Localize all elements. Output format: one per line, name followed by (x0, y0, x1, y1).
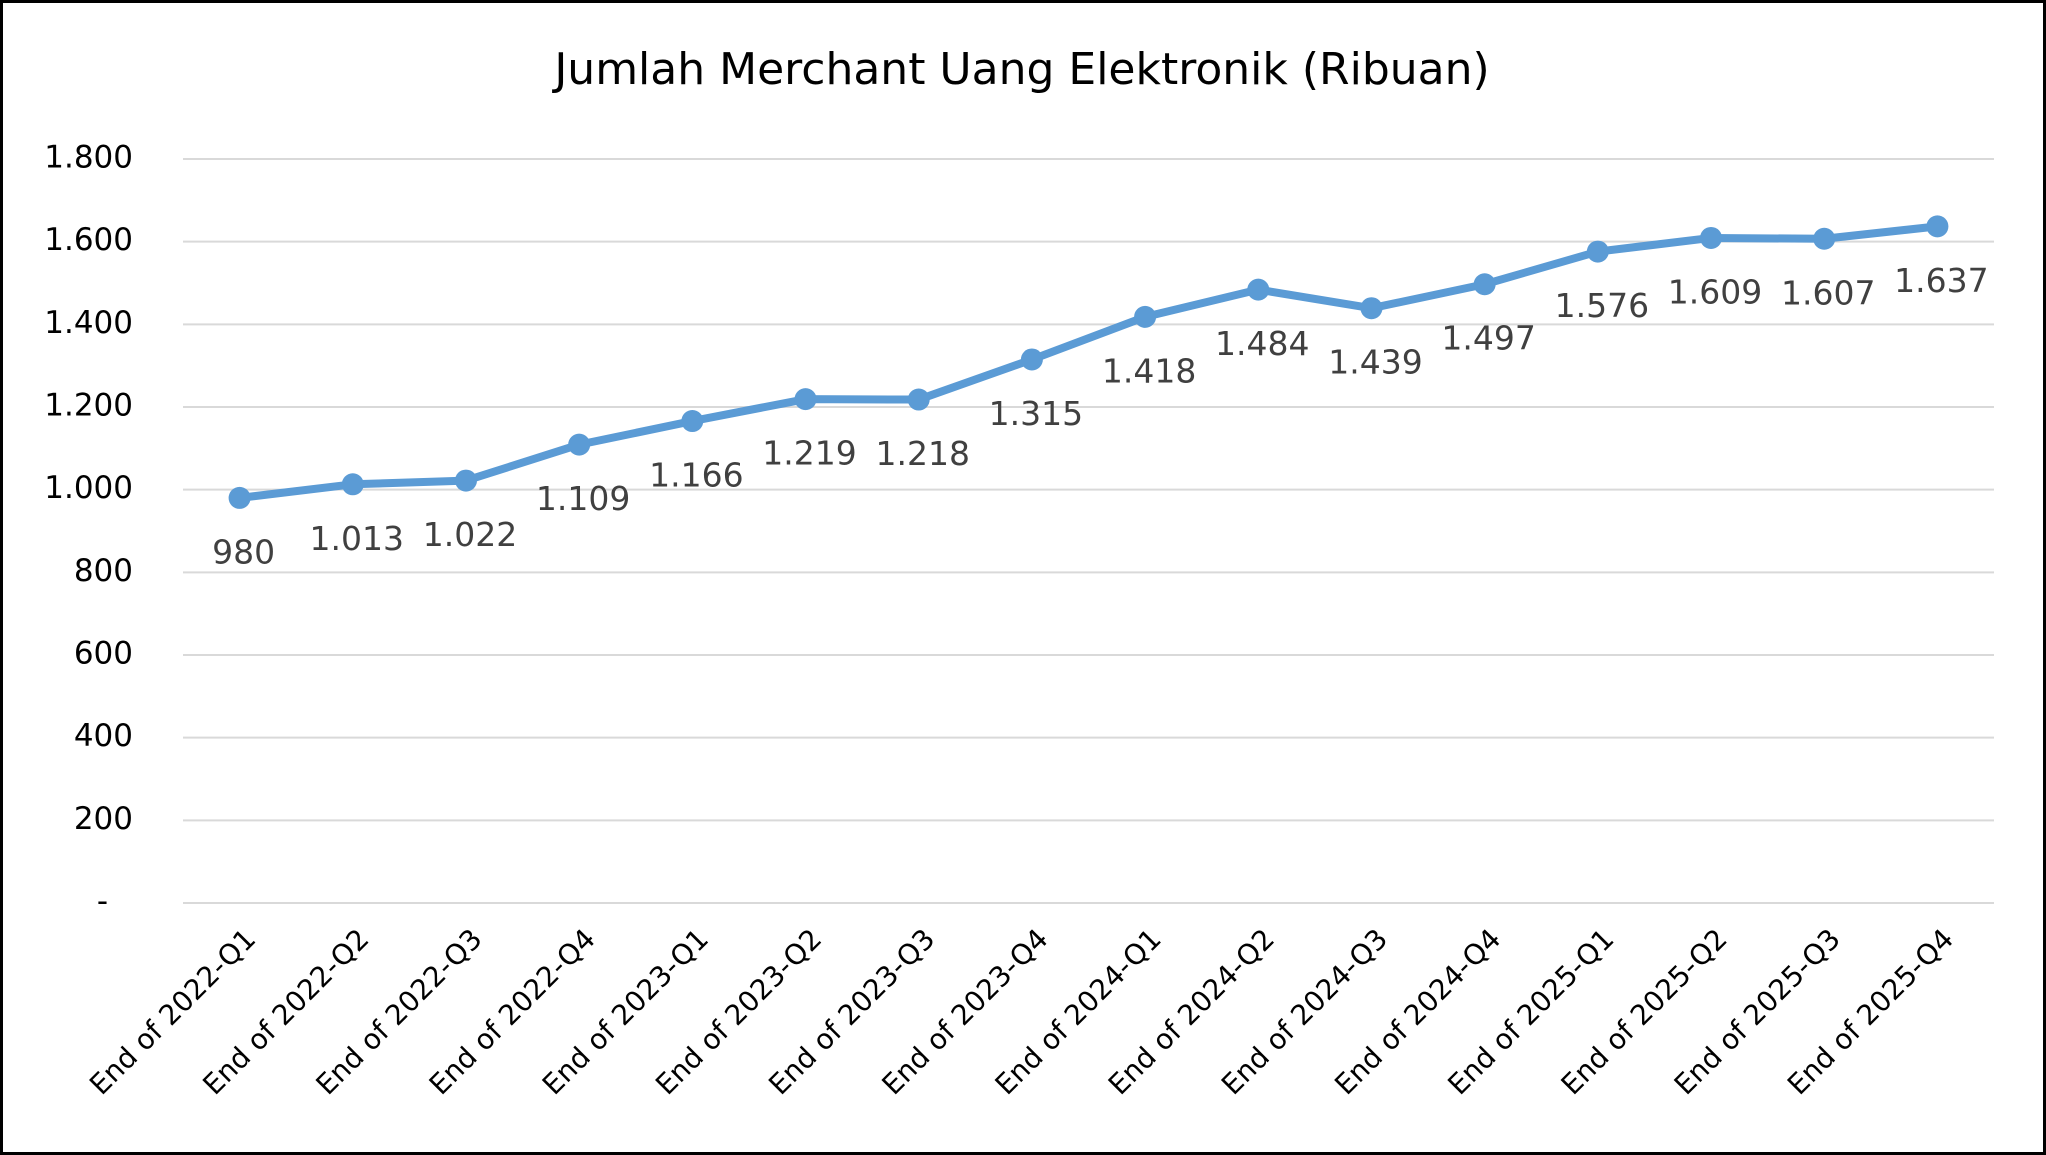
marker (341, 473, 364, 496)
value-label: 1.022 (423, 515, 517, 554)
marker (1586, 240, 1609, 263)
marker (794, 388, 817, 411)
value-label: 1.497 (1441, 319, 1535, 358)
value-label: 1.439 (1328, 343, 1422, 382)
value-label: 1.315 (989, 394, 1083, 433)
marker (1813, 227, 1836, 250)
marker (1926, 215, 1949, 238)
y-tick-label: 1.000 (44, 470, 133, 506)
marker (1020, 348, 1043, 371)
value-label: 1.218 (875, 434, 969, 473)
y-tick-label: 600 (74, 636, 133, 672)
marker (228, 486, 251, 509)
y-tick-label: 400 (74, 718, 133, 754)
value-label: 1.609 (1668, 272, 1762, 311)
value-label: 1.418 (1102, 351, 1196, 390)
value-label: 1.166 (649, 456, 743, 495)
y-tick-label: 200 (74, 801, 133, 837)
value-label: 1.576 (1555, 286, 1649, 325)
marker (1247, 278, 1270, 301)
value-label: 1.607 (1781, 273, 1875, 312)
marker (1134, 305, 1157, 328)
value-label: 1.637 (1894, 261, 1988, 300)
y-tick-label: 800 (74, 553, 133, 589)
value-label: 1.013 (310, 519, 404, 558)
marker (681, 410, 704, 433)
y-tick-label: 1.600 (44, 222, 133, 258)
series-line (239, 222, 1938, 502)
value-label: 980 (212, 532, 275, 571)
value-label: 1.484 (1215, 324, 1309, 363)
y-tick-label: - (97, 884, 108, 920)
marker (1473, 273, 1496, 296)
marker (568, 433, 591, 456)
marker (907, 388, 930, 411)
chart-title: Jumlah Merchant Uang Elektronik (Ribuan) (551, 44, 1489, 95)
marker (454, 469, 477, 492)
value-label: 1.109 (536, 479, 630, 518)
y-tick-label: 1.200 (44, 388, 133, 424)
value-label: 1.219 (762, 434, 856, 473)
marker (1700, 226, 1723, 249)
marker (1360, 297, 1383, 320)
y-tick-label: 1.400 (44, 305, 133, 341)
y-tick-label: 1.800 (44, 140, 133, 176)
